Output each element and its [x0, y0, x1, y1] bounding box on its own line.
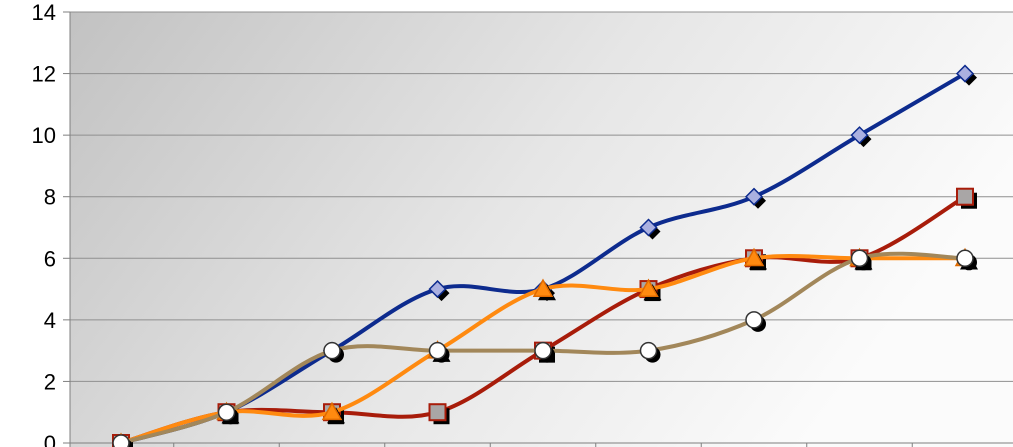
- marker-shape: [639, 218, 658, 237]
- series-layer: [111, 64, 978, 447]
- series-4: [112, 249, 977, 447]
- y-tick-label: 6: [44, 246, 56, 271]
- y-tick-label: 2: [44, 369, 56, 394]
- marker-shape: [217, 403, 236, 421]
- circle-marker: [112, 434, 133, 447]
- marker-shape: [850, 126, 869, 145]
- diamond-marker: [850, 126, 872, 148]
- marker-shape: [428, 280, 447, 299]
- circle-marker: [217, 403, 239, 425]
- marker-shape: [428, 403, 447, 422]
- x-axis: [70, 442, 1013, 447]
- marker-shape: [638, 278, 659, 298]
- triangle-marker: [743, 247, 767, 270]
- y-axis: 0 2 4 6 8 10 12 14: [32, 0, 71, 447]
- triangle-marker: [321, 401, 345, 424]
- marker-shape: [321, 401, 343, 421]
- marker-shape: [323, 341, 341, 360]
- diamond-marker: [639, 218, 661, 240]
- marker-shape: [745, 311, 763, 329]
- marker-shape: [744, 187, 764, 206]
- diamond-marker: [955, 64, 977, 86]
- y-tick-label: 14: [32, 0, 56, 25]
- square-marker: [956, 187, 977, 209]
- marker-shape: [956, 249, 974, 268]
- circle-marker: [428, 341, 450, 363]
- marker-shape: [850, 249, 869, 268]
- circle-marker: [850, 249, 872, 271]
- marker-shape: [428, 341, 447, 360]
- y-tick-label: 4: [44, 308, 56, 333]
- y-tick-label: 10: [32, 123, 56, 148]
- triangle-marker: [638, 278, 662, 301]
- marker-shape: [743, 247, 765, 267]
- marker-shape: [639, 341, 658, 360]
- diamond-marker: [744, 187, 766, 209]
- circle-marker: [956, 249, 977, 271]
- circle-marker: [745, 311, 766, 332]
- marker-shape: [532, 278, 554, 298]
- marker-shape: [534, 341, 552, 360]
- y-tick-label: 8: [44, 185, 56, 210]
- plot-area: [70, 12, 1013, 447]
- square-marker: [428, 403, 450, 425]
- y-tick-label: 12: [32, 62, 56, 87]
- circle-marker: [534, 341, 555, 363]
- circle-marker: [323, 341, 344, 363]
- marker-shape: [112, 434, 130, 447]
- circle-marker: [639, 341, 661, 363]
- y-tick-label: 0: [44, 431, 56, 447]
- marker-shape: [955, 64, 975, 83]
- marker-shape: [956, 187, 974, 206]
- diamond-marker: [428, 280, 450, 302]
- triangle-marker: [532, 278, 556, 301]
